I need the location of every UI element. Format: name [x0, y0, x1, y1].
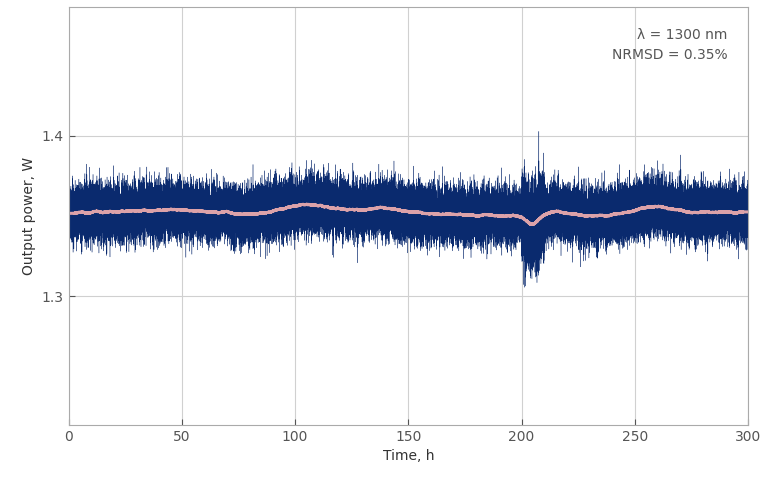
X-axis label: Time, h: Time, h [382, 449, 434, 464]
Y-axis label: Output power, W: Output power, W [22, 157, 36, 275]
Text: λ = 1300 nm
NRMSD = 0.35%: λ = 1300 nm NRMSD = 0.35% [612, 28, 727, 62]
